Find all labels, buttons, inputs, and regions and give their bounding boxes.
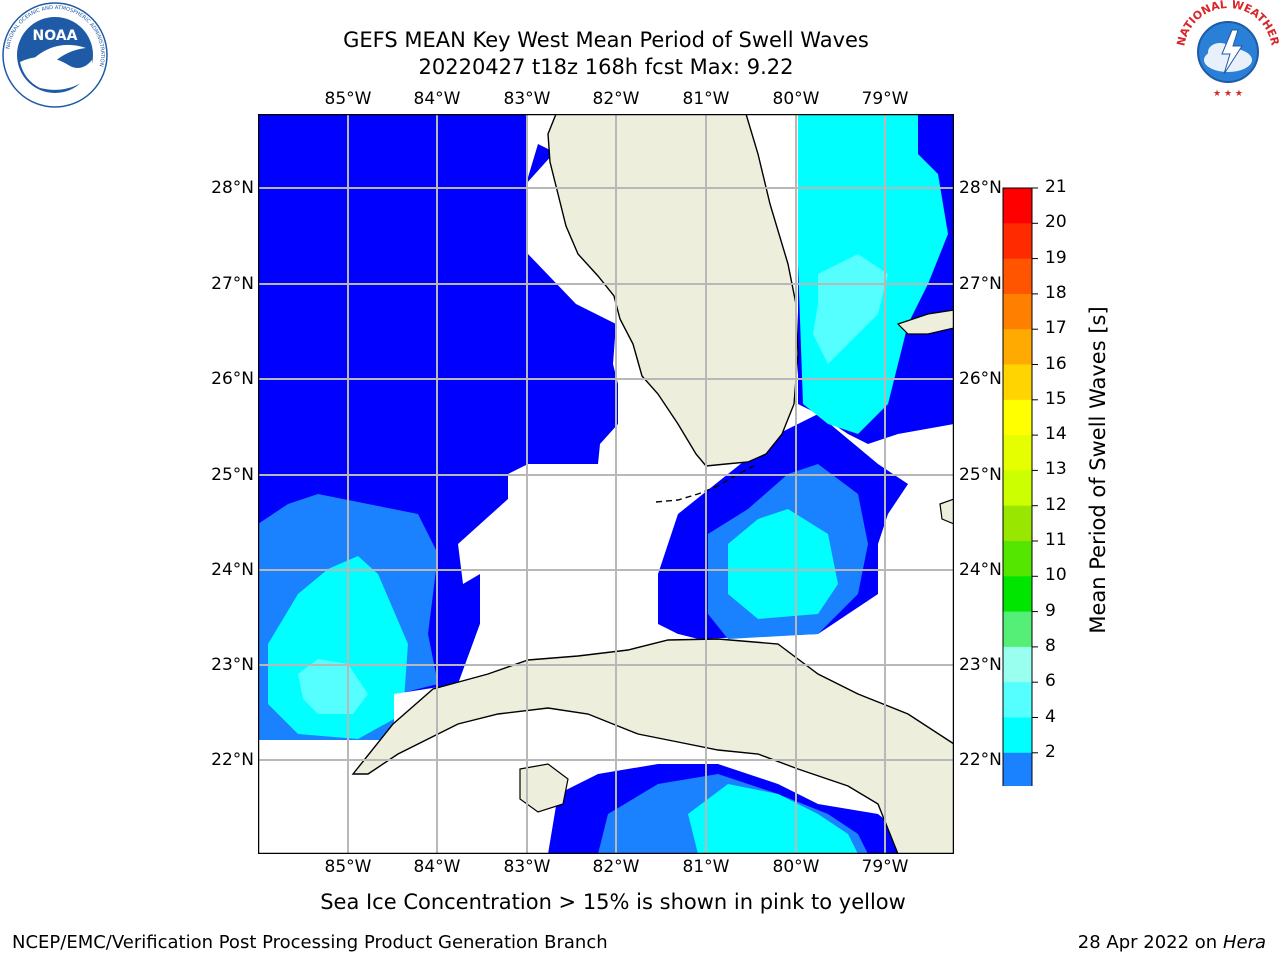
colorbar-segment bbox=[1003, 258, 1032, 295]
noaa-label: NOAA bbox=[33, 28, 78, 44]
colorbar-segment bbox=[1003, 752, 1032, 786]
cuba-land bbox=[351, 638, 954, 854]
chart-title: GEFS MEAN Key West Mean Period of Swell … bbox=[343, 28, 869, 52]
svg-text:★ ★ ★: ★ ★ ★ bbox=[1213, 89, 1243, 99]
lat-label-left: 27°N bbox=[211, 274, 254, 294]
colorbar-segment bbox=[1003, 470, 1032, 507]
sea-light-south bbox=[688, 784, 858, 854]
colorbar-segment bbox=[1003, 435, 1032, 471]
footer-date: 28 Apr 2022 on Hera bbox=[1078, 932, 1266, 953]
colorbar-segment bbox=[1003, 223, 1032, 260]
colorbar-tick-label: 4 bbox=[1045, 706, 1056, 727]
lat-label-right: 25°N bbox=[959, 465, 1002, 485]
lon-label-bottom: 84°W bbox=[413, 857, 461, 877]
lat-label-right: 28°N bbox=[959, 178, 1002, 198]
colorbar-tick-label: 11 bbox=[1045, 530, 1067, 550]
lat-label-right: 26°N bbox=[959, 369, 1002, 389]
nws-logo: NATIONAL WEATHER SERVICE ★ ★ ★ bbox=[1176, 0, 1280, 102]
map-gridlines bbox=[258, 114, 954, 854]
lon-label-top: 81°W bbox=[682, 89, 730, 109]
lon-label-bottom: 83°W bbox=[503, 857, 551, 877]
lat-label-left: 23°N bbox=[211, 655, 254, 675]
colorbar-tick-label: 21 bbox=[1045, 177, 1067, 197]
lat-label-left: 22°N bbox=[211, 750, 254, 770]
colorbar-tick-label: 10 bbox=[1045, 565, 1067, 586]
colorbar-segment bbox=[1003, 541, 1032, 577]
lat-label-right: 22°N bbox=[959, 750, 1002, 770]
sea-pale-atlantic bbox=[813, 254, 888, 364]
isla-juventud bbox=[519, 763, 569, 813]
sea-white-south bbox=[394, 584, 698, 854]
lon-label-top: 85°W bbox=[324, 89, 372, 109]
lat-label-left: 28°N bbox=[211, 178, 254, 198]
noaa-logo: NATIONAL OCEANIC AND ATMOSPHERIC ADMINIS… bbox=[2, 2, 108, 108]
colorbar-tick-label: 17 bbox=[1045, 318, 1067, 339]
footer-credit: NCEP/EMC/Verification Post Processing Pr… bbox=[12, 932, 608, 953]
colorbar-tick-label: 6 bbox=[1045, 671, 1056, 692]
lat-label-left: 25°N bbox=[211, 465, 254, 485]
colorbar-segment bbox=[1003, 576, 1032, 613]
colorbar-segment bbox=[1003, 717, 1032, 754]
colorbar-tick-label: 16 bbox=[1045, 353, 1067, 374]
lon-label-top: 80°W bbox=[772, 89, 820, 109]
colorbar-tick-label: 15 bbox=[1045, 388, 1067, 409]
lon-label-bottom: 85°W bbox=[324, 857, 372, 877]
lon-label-top: 82°W bbox=[592, 89, 640, 109]
footer-date-text: 28 Apr 2022 on bbox=[1077, 932, 1218, 953]
colorbar-tick-label: 14 bbox=[1045, 424, 1067, 445]
colorbar-tick-label: 13 bbox=[1045, 459, 1067, 480]
lat-label-right: 23°N bbox=[959, 655, 1002, 675]
colorbar-tick-label: 12 bbox=[1045, 494, 1067, 515]
lat-label-left: 26°N bbox=[211, 369, 254, 389]
lon-label-bottom: 80°W bbox=[772, 857, 820, 877]
colorbar-segment bbox=[1003, 646, 1032, 683]
andros-island bbox=[939, 498, 954, 525]
bahamas-island bbox=[896, 309, 954, 335]
florida-keys bbox=[655, 463, 759, 503]
colorbar-segment bbox=[1003, 399, 1032, 436]
colorbar-segment bbox=[1003, 188, 1032, 224]
sea-ice-note: Sea Ice Concentration > 15% is shown in … bbox=[320, 890, 906, 914]
colorbar-segment bbox=[1003, 611, 1032, 648]
colorbar-segment bbox=[1003, 329, 1032, 365]
colorbar-tick-label: 9 bbox=[1045, 600, 1056, 621]
colorbar-segment bbox=[1003, 505, 1032, 542]
chart-subtitle: 20220427 t18z 168h fcst Max: 9.22 bbox=[418, 55, 794, 79]
footer-machine: Hera bbox=[1222, 932, 1266, 953]
swell-period-map bbox=[258, 114, 954, 854]
colorbar bbox=[1002, 187, 1038, 786]
colorbar-tick-label: 19 bbox=[1045, 247, 1067, 268]
colorbar-segment bbox=[1003, 293, 1032, 330]
colorbar-title: Mean Period of Swell Waves [s] bbox=[1086, 306, 1110, 634]
colorbar-tick-label: 8 bbox=[1045, 635, 1056, 656]
colorbar-segment bbox=[1003, 364, 1032, 401]
lat-label-left: 24°N bbox=[211, 560, 254, 580]
map-frame bbox=[258, 114, 954, 854]
colorbar-tick-label: 2 bbox=[1045, 741, 1056, 762]
lon-label-top: 79°W bbox=[861, 89, 909, 109]
colorbar-tick-label: 20 bbox=[1045, 212, 1067, 233]
sea-pale-gulf bbox=[298, 659, 368, 714]
sea-light-keys bbox=[728, 509, 838, 619]
lon-label-bottom: 82°W bbox=[592, 857, 640, 877]
lat-label-right: 27°N bbox=[959, 274, 1002, 294]
lat-label-right: 24°N bbox=[959, 560, 1002, 580]
colorbar-tick-label: 18 bbox=[1045, 282, 1067, 303]
lon-label-bottom: 79°W bbox=[861, 857, 909, 877]
lon-label-top: 83°W bbox=[503, 89, 551, 109]
lon-label-bottom: 81°W bbox=[682, 857, 730, 877]
lon-label-top: 84°W bbox=[413, 89, 461, 109]
colorbar-segment bbox=[1003, 682, 1032, 718]
colorbar-frame bbox=[1002, 187, 1033, 786]
